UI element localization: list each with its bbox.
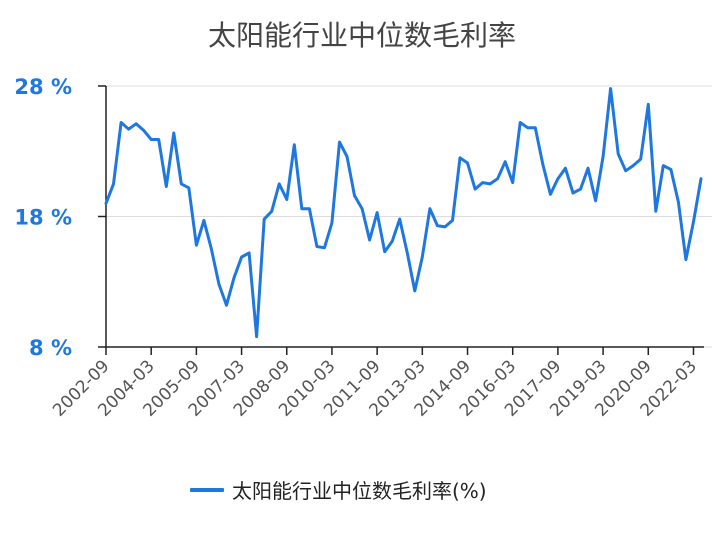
data-point bbox=[406, 251, 409, 255]
data-point bbox=[549, 193, 552, 196]
data-point bbox=[654, 210, 658, 213]
data-point bbox=[368, 238, 371, 242]
data-point bbox=[232, 276, 236, 280]
data-point bbox=[609, 87, 612, 90]
data-point bbox=[428, 207, 432, 210]
data-point bbox=[466, 161, 469, 165]
data-point bbox=[262, 217, 266, 221]
series-group bbox=[104, 87, 703, 339]
data-point bbox=[240, 255, 243, 259]
data-point bbox=[127, 127, 130, 131]
data-point bbox=[157, 138, 160, 141]
data-point bbox=[142, 129, 145, 132]
data-point bbox=[632, 164, 635, 167]
data-point bbox=[149, 138, 153, 141]
data-point bbox=[481, 181, 484, 184]
data-point bbox=[564, 167, 567, 170]
data-point bbox=[278, 182, 281, 186]
data-point bbox=[285, 198, 288, 201]
data-point bbox=[225, 304, 228, 307]
data-point bbox=[119, 121, 123, 124]
data-point bbox=[338, 140, 341, 144]
data-point bbox=[413, 289, 416, 293]
data-point bbox=[112, 182, 115, 186]
y-tick-label: 18 % bbox=[14, 206, 72, 230]
data-point bbox=[134, 122, 138, 126]
data-point bbox=[639, 157, 642, 161]
data-point bbox=[496, 177, 499, 180]
data-point bbox=[594, 199, 597, 203]
data-point bbox=[323, 246, 326, 250]
y-tick-labels: 8 % 18 % 28 % bbox=[14, 75, 72, 360]
data-point bbox=[270, 210, 273, 213]
data-point bbox=[571, 191, 575, 195]
data-point bbox=[579, 187, 582, 191]
data-point bbox=[353, 194, 356, 197]
data-point bbox=[330, 221, 334, 225]
data-point bbox=[247, 251, 251, 255]
legend-label: 太阳能行业中位数毛利率(%) bbox=[232, 479, 487, 503]
data-point bbox=[300, 207, 304, 210]
data-point bbox=[669, 168, 673, 171]
data-point bbox=[308, 207, 311, 210]
x-tick-labels: 2002-092004-032005-092007-032008-092010-… bbox=[49, 356, 701, 420]
data-point bbox=[195, 244, 198, 247]
data-point bbox=[534, 126, 537, 129]
data-point bbox=[165, 185, 168, 188]
data-point bbox=[586, 167, 590, 170]
data-point bbox=[217, 283, 221, 286]
data-point bbox=[684, 258, 688, 261]
data-point bbox=[511, 181, 514, 184]
data-point bbox=[451, 219, 454, 222]
y-tick-label: 28 % bbox=[14, 75, 72, 99]
data-point bbox=[488, 182, 492, 186]
data-point bbox=[345, 155, 349, 158]
data-point bbox=[526, 126, 529, 129]
data-point bbox=[172, 131, 175, 135]
data-point bbox=[398, 217, 401, 221]
data-point bbox=[315, 245, 319, 248]
y-tick-label: 8 % bbox=[29, 336, 72, 360]
chart-title: 太阳能行业中位数毛利率 bbox=[207, 19, 516, 52]
data-point bbox=[692, 220, 695, 223]
data-point bbox=[180, 182, 183, 186]
data-point bbox=[255, 335, 258, 338]
data-point bbox=[699, 177, 703, 180]
data-point bbox=[436, 224, 439, 227]
legend: 太阳能行业中位数毛利率(%) bbox=[190, 475, 487, 504]
axes bbox=[98, 85, 704, 355]
data-point bbox=[187, 186, 191, 189]
data-point bbox=[383, 250, 386, 253]
legend-swatch bbox=[190, 487, 224, 492]
data-point bbox=[556, 177, 560, 180]
data-point bbox=[458, 156, 462, 159]
data-point bbox=[421, 255, 424, 259]
grid-lines bbox=[106, 85, 712, 348]
series-line bbox=[104, 87, 703, 339]
data-point bbox=[616, 152, 620, 156]
data-point bbox=[293, 143, 296, 146]
data-point bbox=[647, 103, 650, 106]
data-point bbox=[104, 202, 108, 205]
data-point bbox=[541, 163, 545, 166]
data-point bbox=[662, 164, 665, 167]
data-point bbox=[624, 169, 627, 173]
data-point bbox=[391, 240, 394, 243]
data-point bbox=[473, 187, 477, 191]
data-point bbox=[519, 121, 522, 124]
data-point bbox=[443, 225, 447, 229]
data-point bbox=[503, 160, 507, 163]
data-point bbox=[601, 155, 605, 158]
data-point bbox=[375, 211, 379, 214]
data-point bbox=[210, 247, 213, 251]
data-point bbox=[360, 207, 364, 210]
data-point bbox=[677, 200, 680, 204]
data-point bbox=[202, 219, 206, 222]
